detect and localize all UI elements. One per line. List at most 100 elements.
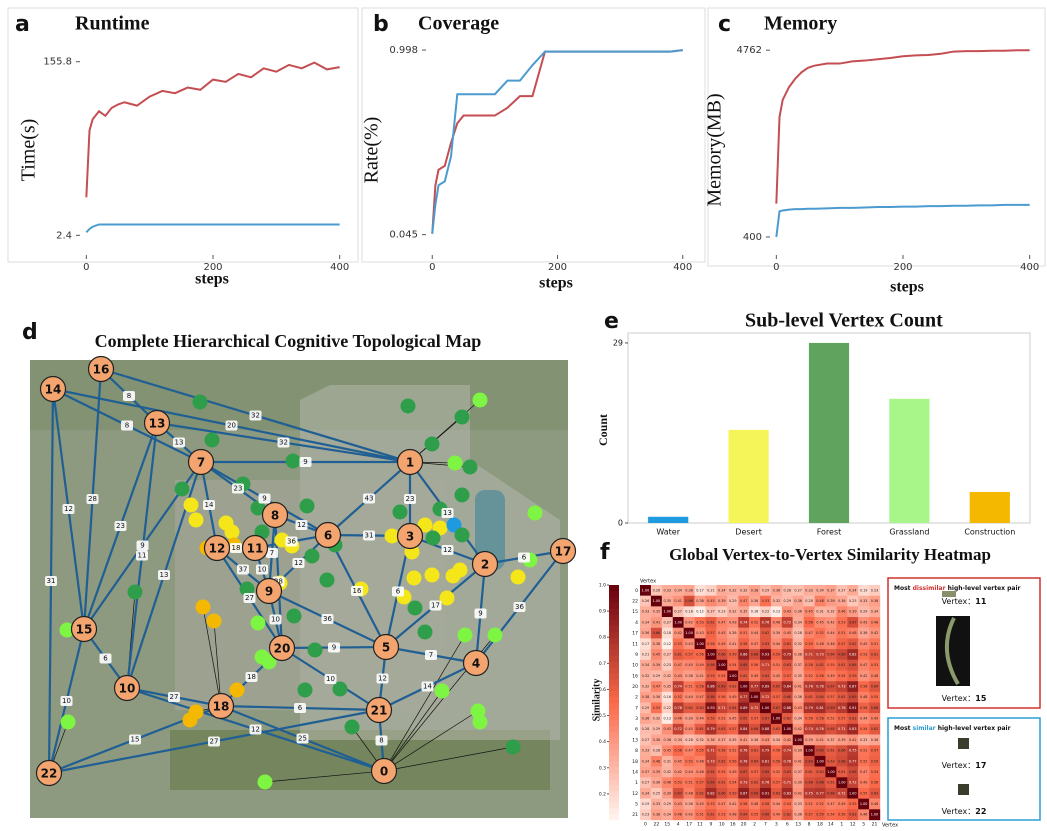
cell-label: 0.72 <box>838 791 846 795</box>
cell-label: 0.28 <box>642 727 650 731</box>
y-axis-label: Time(s) <box>18 119 40 182</box>
cell-label: 0.43 <box>729 620 737 624</box>
cell-label: 0.33 <box>860 599 868 603</box>
cell-label: 0.71 <box>838 727 846 731</box>
cell-label: 0.23 <box>718 610 726 614</box>
cell-label: 0.16 <box>663 695 671 699</box>
cell-label: 0.59 <box>871 759 879 763</box>
cell-label: 1.00 <box>663 610 671 614</box>
cell-label: 0.65 <box>783 770 791 774</box>
cell-label: 0.53 <box>674 642 682 646</box>
edge-label: 13 <box>443 509 452 517</box>
cell-label: 0.53 <box>653 706 661 710</box>
x-tick-label: Water <box>656 528 680 537</box>
cell-label: 0.39 <box>773 631 781 635</box>
node-label: 2 <box>481 558 489 572</box>
bar <box>970 492 1010 523</box>
sub-vertex <box>61 715 76 730</box>
cell-label: 0.79 <box>707 727 715 731</box>
cell-label: 0.27 <box>663 620 671 624</box>
colorbar-step <box>609 697 619 703</box>
cell-label: 0.76 <box>762 620 770 624</box>
thumbnail <box>958 738 969 749</box>
x-tick-label: 0 <box>83 262 89 273</box>
cell-label: 0.69 <box>751 791 759 795</box>
sub-vertex <box>440 591 455 606</box>
row-label: 13 <box>632 737 638 743</box>
y-tick-label: 29 <box>613 338 623 347</box>
cell-label: 0.27 <box>642 781 650 785</box>
y-axis-label: Rate(%) <box>361 117 383 184</box>
cell-label: 0.42 <box>729 802 737 806</box>
sub-vertex <box>463 460 478 475</box>
cell-label: 0.61 <box>871 652 879 656</box>
cell-label: 0.58 <box>773 759 781 763</box>
colorbar-step <box>609 597 619 603</box>
cell-label: 1.00 <box>827 770 835 774</box>
x-tick-label: 200 <box>203 262 222 273</box>
cell-label: 0.69 <box>740 663 748 667</box>
cell-label: 0.62 <box>816 663 824 667</box>
cell-label: 0.52 <box>685 759 693 763</box>
pair-title: Most dissimilar high-level vertex pair <box>894 585 1021 592</box>
row-label: 14 <box>632 769 638 775</box>
edge-label: 16 <box>353 587 362 595</box>
cell-label: 0.81 <box>762 759 770 763</box>
cell-label: 0.51 <box>838 631 846 635</box>
colorbar-step <box>609 814 619 820</box>
cell-label: 0.89 <box>762 684 770 688</box>
cell-label: 0.48 <box>674 813 682 817</box>
cell-label: 0.32 <box>794 642 802 646</box>
cell-label: 0.47 <box>685 749 693 753</box>
edge-label: 9 <box>303 458 307 466</box>
cell-label: 0.53 <box>718 813 726 817</box>
cell-label: 0.45 <box>685 663 693 667</box>
edge-label: 11 <box>138 552 147 560</box>
edge-label: 10 <box>258 566 267 574</box>
cell-label: 0.81 <box>816 706 824 710</box>
col-label: 11 <box>697 822 703 828</box>
series-line <box>432 50 682 234</box>
thumbnail <box>942 591 956 597</box>
cell-label: 0.36 <box>838 599 846 603</box>
row-label: 17 <box>632 631 638 637</box>
cell-label: 0.65 <box>827 727 835 731</box>
colorbar-tick-label: 0.4 <box>599 739 606 745</box>
row-label: 0 <box>635 588 638 594</box>
colorbar-step <box>609 738 619 744</box>
cell-label: 0.19 <box>642 802 650 806</box>
cell-label: 0.69 <box>707 781 715 785</box>
panel-letter: c <box>718 12 731 37</box>
node-label: 14 <box>45 383 62 397</box>
cell-label: 0.48 <box>816 642 824 646</box>
cell-label: 0.57 <box>707 631 715 635</box>
cell-label: 0.46 <box>827 642 835 646</box>
cell-label: 0.72 <box>849 781 857 785</box>
cell-label: 0.43 <box>663 727 671 731</box>
node-label: 8 <box>271 509 279 523</box>
cell-label: 0.34 <box>642 620 650 624</box>
sub-vertex <box>258 775 273 790</box>
edge-label: 31 <box>365 532 374 540</box>
cell-label: 0.75 <box>805 791 813 795</box>
cell-label: 0.43 <box>685 642 693 646</box>
edge-label: 14 <box>205 501 214 509</box>
cell-label: 0.45 <box>696 802 704 806</box>
node-label: 0 <box>380 765 388 779</box>
cell-label: 0.39 <box>685 717 693 721</box>
cell-label: 0.13 <box>663 717 671 721</box>
sub-vertex <box>205 433 220 448</box>
cell-label: 0.64 <box>707 770 715 774</box>
cell-label: 0.93 <box>707 706 715 710</box>
cell-label: 0.53 <box>707 802 715 806</box>
colorbar-step <box>609 585 619 591</box>
cell-label: 0.63 <box>849 717 857 721</box>
cell-label: 0.44 <box>685 770 693 774</box>
cell-label: 0.48 <box>816 599 824 603</box>
cell-label: 0.33 <box>642 610 650 614</box>
cell-label: 1.00 <box>696 642 704 646</box>
vertex-id: 11 <box>975 597 987 606</box>
cell-label: 0.53 <box>860 652 868 656</box>
node-label: 4 <box>472 657 480 671</box>
cell-label: 0.86 <box>740 652 748 656</box>
